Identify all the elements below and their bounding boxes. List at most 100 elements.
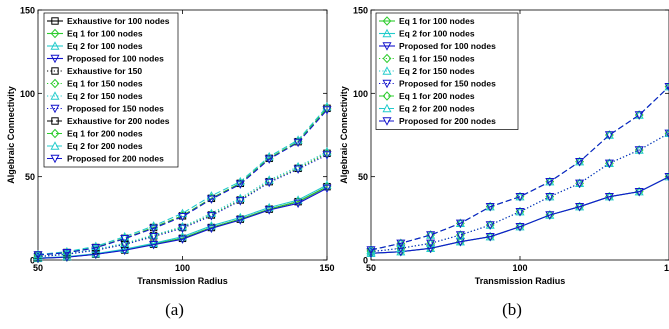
legend-entry: Exhaustive for 150 bbox=[67, 66, 142, 76]
series-line bbox=[37, 109, 328, 256]
legend-swatch-marker bbox=[50, 141, 60, 150]
legend-swatch-marker bbox=[50, 28, 60, 39]
legend-swatch-marker bbox=[51, 17, 59, 25]
series-point bbox=[604, 159, 614, 169]
series-point bbox=[322, 106, 332, 115]
legend-swatch-marker bbox=[50, 104, 60, 114]
x-axis-label: Transmission Radius bbox=[475, 276, 566, 286]
y-axis-label: Algebraic Connectivity bbox=[339, 86, 349, 184]
series-point bbox=[426, 244, 436, 254]
legend-box bbox=[43, 12, 179, 168]
legend-entry: Eq 1 for 200 nodes bbox=[67, 129, 143, 139]
legend-box bbox=[375, 12, 519, 130]
legend-swatch-marker bbox=[382, 91, 392, 101]
series-point bbox=[149, 224, 159, 234]
series-point bbox=[455, 231, 465, 240]
series-line bbox=[370, 86, 669, 251]
legend-entry: Proposed for 200 nodes bbox=[399, 116, 496, 126]
legend-swatch-marker bbox=[382, 66, 392, 75]
panel-label: (b) bbox=[502, 300, 522, 319]
y-tick-label: 150 bbox=[353, 6, 368, 16]
series-point bbox=[515, 222, 525, 232]
series-point bbox=[62, 246, 72, 256]
legend-swatch-marker bbox=[382, 103, 392, 113]
x-tick-label: 150 bbox=[319, 263, 334, 273]
series-point bbox=[235, 216, 245, 225]
legend-entry: Eq 1 for 100 nodes bbox=[399, 16, 475, 26]
series-point bbox=[604, 192, 614, 202]
series-point bbox=[485, 232, 495, 242]
x-tick-label: 15 bbox=[664, 263, 669, 273]
series-point bbox=[235, 180, 245, 189]
legend-entry: Proposed for 150 nodes bbox=[67, 104, 164, 114]
series-point bbox=[366, 246, 376, 255]
series-line bbox=[37, 154, 328, 258]
legend-entry: Eq 2 for 100 nodes bbox=[67, 41, 143, 51]
series-point bbox=[396, 244, 406, 254]
y-tick-label: 100 bbox=[353, 89, 368, 99]
series-point bbox=[206, 224, 216, 234]
x-tick-label: 50 bbox=[366, 263, 376, 273]
series-point bbox=[515, 207, 525, 217]
series-point bbox=[426, 239, 436, 249]
series-point bbox=[149, 240, 159, 250]
series-point bbox=[604, 131, 614, 140]
series-point bbox=[33, 251, 43, 260]
x-tick-label: 100 bbox=[512, 263, 527, 273]
y-tick-label: 0 bbox=[363, 256, 368, 266]
series-point bbox=[149, 238, 159, 248]
legend-entry: Exhaustive for 200 nodes bbox=[67, 116, 170, 126]
series-point bbox=[177, 212, 188, 222]
series-point bbox=[575, 202, 585, 212]
series-point bbox=[322, 151, 332, 160]
y-tick-label: 0 bbox=[30, 256, 35, 266]
series-point bbox=[264, 206, 274, 215]
series-point bbox=[177, 221, 188, 231]
series-line bbox=[37, 151, 328, 257]
y-axis-label: Algebraic Connectivity bbox=[6, 86, 16, 184]
series-point bbox=[120, 231, 130, 241]
legend-swatch-marker bbox=[382, 79, 392, 89]
series-point bbox=[545, 192, 555, 202]
series-point bbox=[634, 111, 644, 120]
legend-entry: Exhaustive for 100 nodes bbox=[67, 16, 170, 26]
series-point bbox=[664, 129, 669, 139]
series-point bbox=[149, 232, 159, 242]
series-point bbox=[664, 82, 669, 92]
legend-swatch-marker bbox=[51, 117, 59, 125]
series-point bbox=[206, 212, 216, 221]
series-line bbox=[370, 176, 669, 254]
series-point bbox=[120, 238, 130, 248]
series-point bbox=[177, 224, 188, 234]
legend-entry: Eq 2 for 200 nodes bbox=[67, 141, 143, 151]
legend-swatch-marker bbox=[51, 67, 59, 75]
y-tick-label: 150 bbox=[20, 6, 35, 16]
legend-entry: Eq 2 for 150 nodes bbox=[399, 66, 475, 76]
legend-swatch-marker bbox=[382, 16, 392, 26]
series-point bbox=[264, 155, 274, 164]
series-point bbox=[485, 202, 495, 212]
series-point bbox=[575, 179, 585, 189]
legend-swatch-marker bbox=[50, 78, 60, 89]
series-point bbox=[293, 138, 303, 148]
series-point bbox=[120, 244, 130, 253]
series-point bbox=[634, 146, 644, 155]
y-tick-label: 50 bbox=[358, 172, 368, 182]
series-point bbox=[545, 211, 555, 220]
y-tick-label: 100 bbox=[20, 89, 35, 99]
legend-swatch-marker bbox=[50, 91, 60, 100]
legend-swatch-marker bbox=[382, 28, 392, 38]
legend-entry: Eq 2 for 150 nodes bbox=[67, 91, 143, 101]
y-tick-label: 50 bbox=[25, 172, 35, 182]
series-point bbox=[120, 234, 130, 244]
series-point bbox=[426, 231, 436, 240]
legend-entry: Proposed for 100 nodes bbox=[67, 54, 164, 64]
legend-entry: Proposed for 150 nodes bbox=[399, 79, 496, 89]
legend-entry: Eq 1 for 150 nodes bbox=[399, 54, 475, 64]
series-point bbox=[62, 248, 72, 258]
series-point bbox=[293, 165, 303, 174]
legend-swatch-marker bbox=[50, 54, 60, 64]
